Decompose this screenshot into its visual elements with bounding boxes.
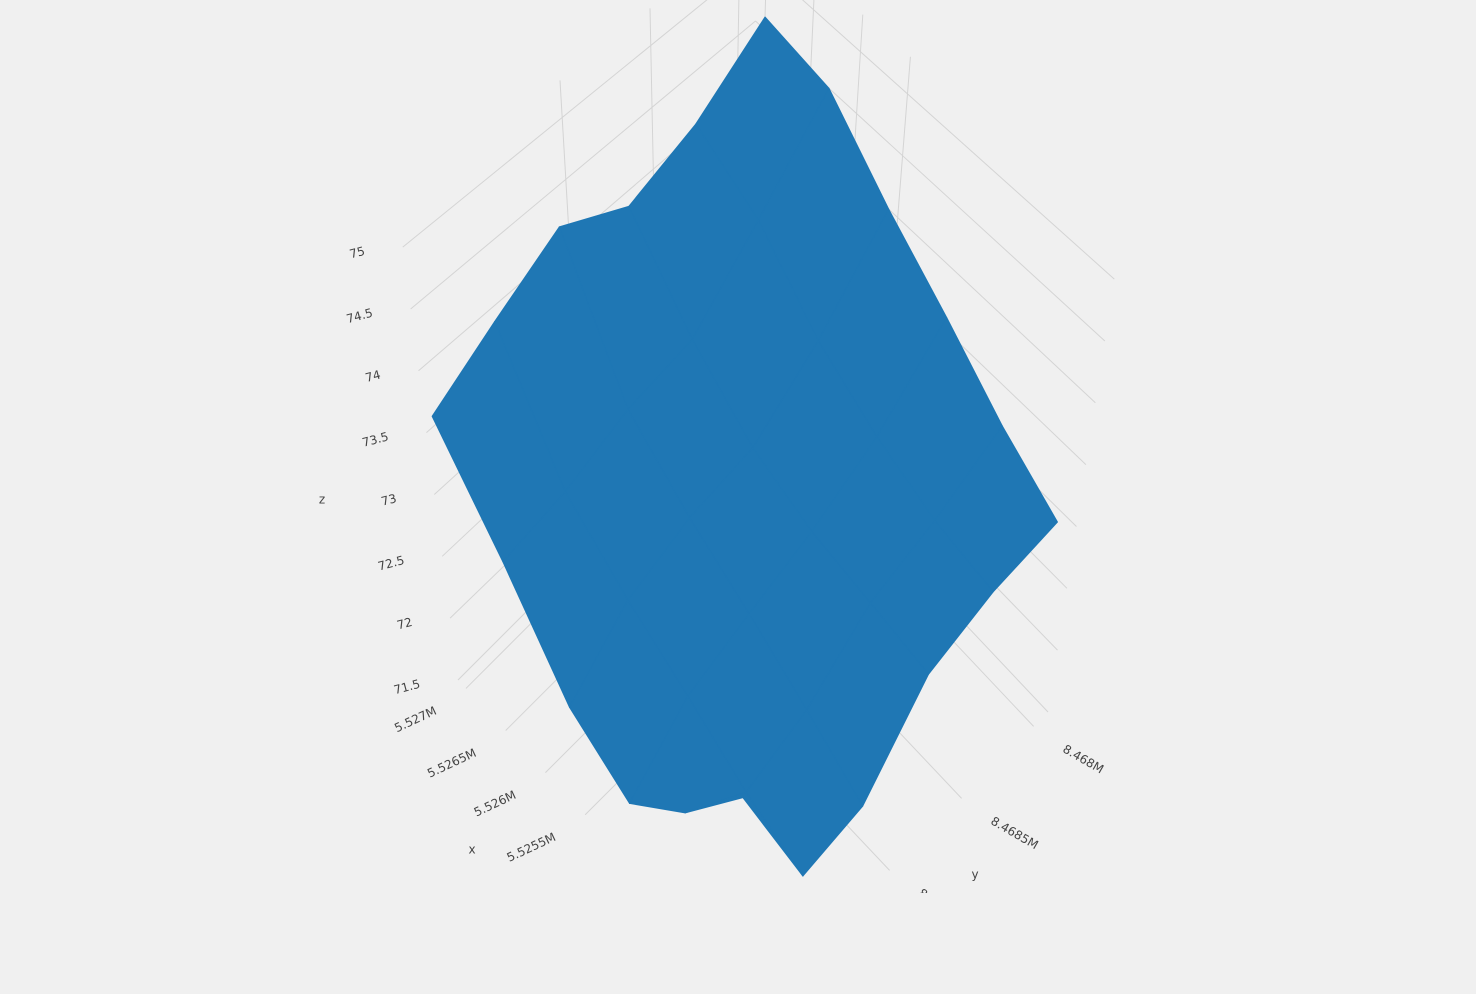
z-tick-label: 72.5 [376, 553, 405, 573]
x-axis-title: x [468, 843, 475, 857]
scene: 71.5 72 72.5 73 73.5 74 74.5 75 5.5255M 5.526M 5.5… [319, 0, 1115, 920]
z-tick-label: 74.5 [345, 306, 374, 326]
z-tick-label: 72 [395, 615, 413, 632]
z-grid-line [801, 0, 1115, 280]
y-tick-label: 8.4685M [988, 814, 1040, 852]
x-tick-label: 5.5265M [425, 746, 478, 781]
z-grid-line [410, 20, 756, 310]
z-grid-line [402, 0, 708, 248]
y-tick-label: 8.469M [916, 886, 962, 920]
z-tick-label: 73.5 [361, 429, 390, 449]
x-tick-label: 5.527M [392, 704, 438, 736]
y-tick-label: 8.468M [1060, 742, 1106, 776]
x-tick-label: 5.5255M [505, 830, 558, 865]
x-tick-label: 5.526M [472, 788, 518, 820]
surface-cell [684, 791, 804, 877]
z-tick-label: 73 [380, 491, 398, 508]
z-tick-label: 75 [348, 244, 366, 261]
z-tick-label: 74 [364, 368, 382, 385]
y-axis-title: y [971, 868, 978, 882]
z-tick-label: 71.5 [392, 677, 421, 697]
z-axis-title: z [319, 493, 325, 507]
